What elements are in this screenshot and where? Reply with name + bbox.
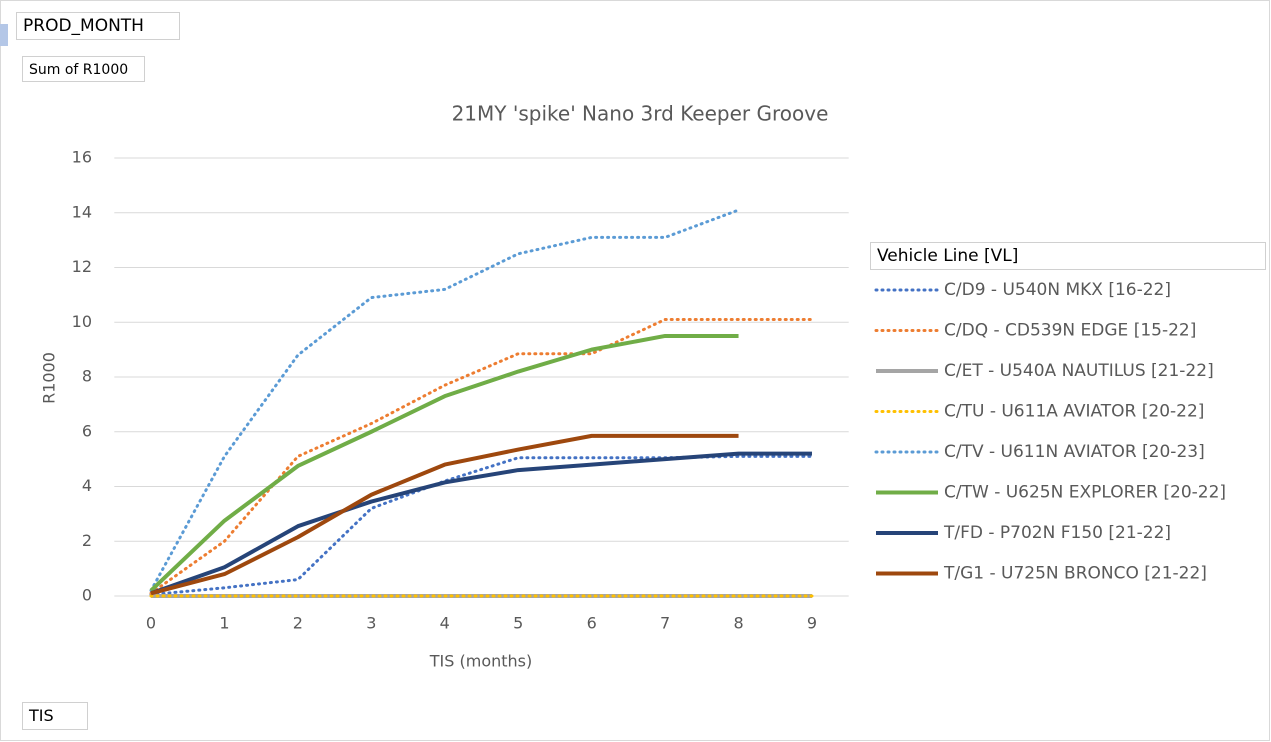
y-tick-label: 8: [82, 367, 92, 386]
y-tick-label: 6: [82, 421, 92, 440]
x-tick-label: 1: [219, 614, 229, 633]
x-tick-label: 7: [660, 614, 670, 633]
x-tick-label: 3: [366, 614, 376, 633]
x-tick-label: 2: [293, 614, 303, 633]
chart-title: 21MY 'spike' Nano 3rd Keeper Groove: [452, 102, 829, 126]
selection-marker: [0, 24, 8, 46]
y-tick-label: 12: [72, 257, 92, 276]
legend-label: C/TU - U611A AVIATOR [20-22]: [944, 402, 1204, 422]
y-tick-label: 10: [72, 312, 92, 331]
legend-label: C/TW - U625N EXPLORER [20-22]: [944, 483, 1226, 503]
legend-label: C/D9 - U540N MKX [16-22]: [944, 280, 1171, 300]
x-tick-label: 5: [513, 614, 523, 633]
x-tick-label: 4: [440, 614, 450, 633]
series-line: [150, 433, 739, 596]
legend-label: C/DQ - CD539N EDGE [15-22]: [944, 321, 1196, 341]
legend-label: C/ET - U540A NAUTILUS [21-22]: [944, 361, 1214, 381]
series-line: [149, 333, 739, 592]
x-tick-label: 0: [146, 614, 156, 633]
axis-field-button[interactable]: TIS: [22, 702, 88, 730]
x-tick-label: 9: [807, 614, 817, 633]
series-line: [149, 208, 741, 593]
x-tick-label: 6: [587, 614, 597, 633]
y-tick-label: 2: [82, 531, 92, 550]
y-tick-label: 16: [72, 148, 92, 167]
y-tick-label: 4: [82, 476, 92, 495]
legend-field-button[interactable]: Vehicle Line [VL]: [870, 242, 1266, 270]
values-field-button[interactable]: Sum of R1000: [22, 56, 145, 82]
y-axis-label: R1000: [40, 352, 59, 404]
y-tick-label: 14: [72, 202, 92, 221]
series-line: [149, 318, 814, 595]
legend-label: T/FD - P702N F150 [21-22]: [943, 523, 1171, 543]
legend-label: T/G1 - U725N BRONCO [21-22]: [943, 564, 1207, 584]
x-tick-label: 8: [733, 614, 743, 633]
filter-field-button[interactable]: PROD_MONTH: [16, 12, 180, 40]
series-line: [150, 451, 812, 596]
legend-label: C/TV - U611N AVIATOR [20-23]: [944, 442, 1205, 462]
x-axis-label: TIS (months): [429, 652, 532, 671]
y-tick-label: 0: [82, 586, 92, 605]
